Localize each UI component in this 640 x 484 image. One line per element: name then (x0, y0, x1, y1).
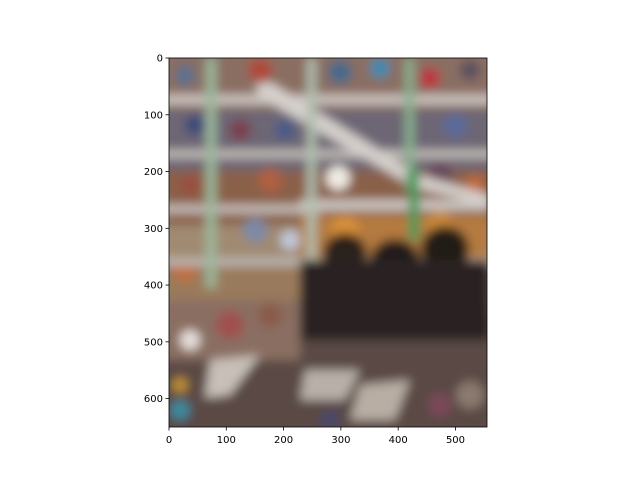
y-tick-label: 600 (144, 394, 163, 405)
x-tick-label: 200 (274, 435, 293, 446)
axes-frame (168, 57, 488, 428)
x-tick-label: 0 (166, 435, 172, 446)
x-axis: 0 100 200 300 400 500 (166, 427, 465, 446)
y-tick-label: 500 (144, 337, 163, 348)
y-tick-label: 0 (157, 54, 163, 65)
y-tick-label: 200 (144, 167, 163, 178)
y-tick-label: 400 (144, 281, 163, 292)
mall-image (169, 58, 487, 427)
x-tick-label: 300 (331, 435, 350, 446)
x-tick-label: 100 (217, 435, 236, 446)
x-tick-label: 400 (389, 435, 408, 446)
x-tick-label: 500 (446, 435, 465, 446)
y-axis: 0 100 200 300 400 500 600 (144, 54, 169, 405)
y-tick-label: 300 (144, 224, 163, 235)
y-tick-label: 100 (144, 110, 163, 121)
